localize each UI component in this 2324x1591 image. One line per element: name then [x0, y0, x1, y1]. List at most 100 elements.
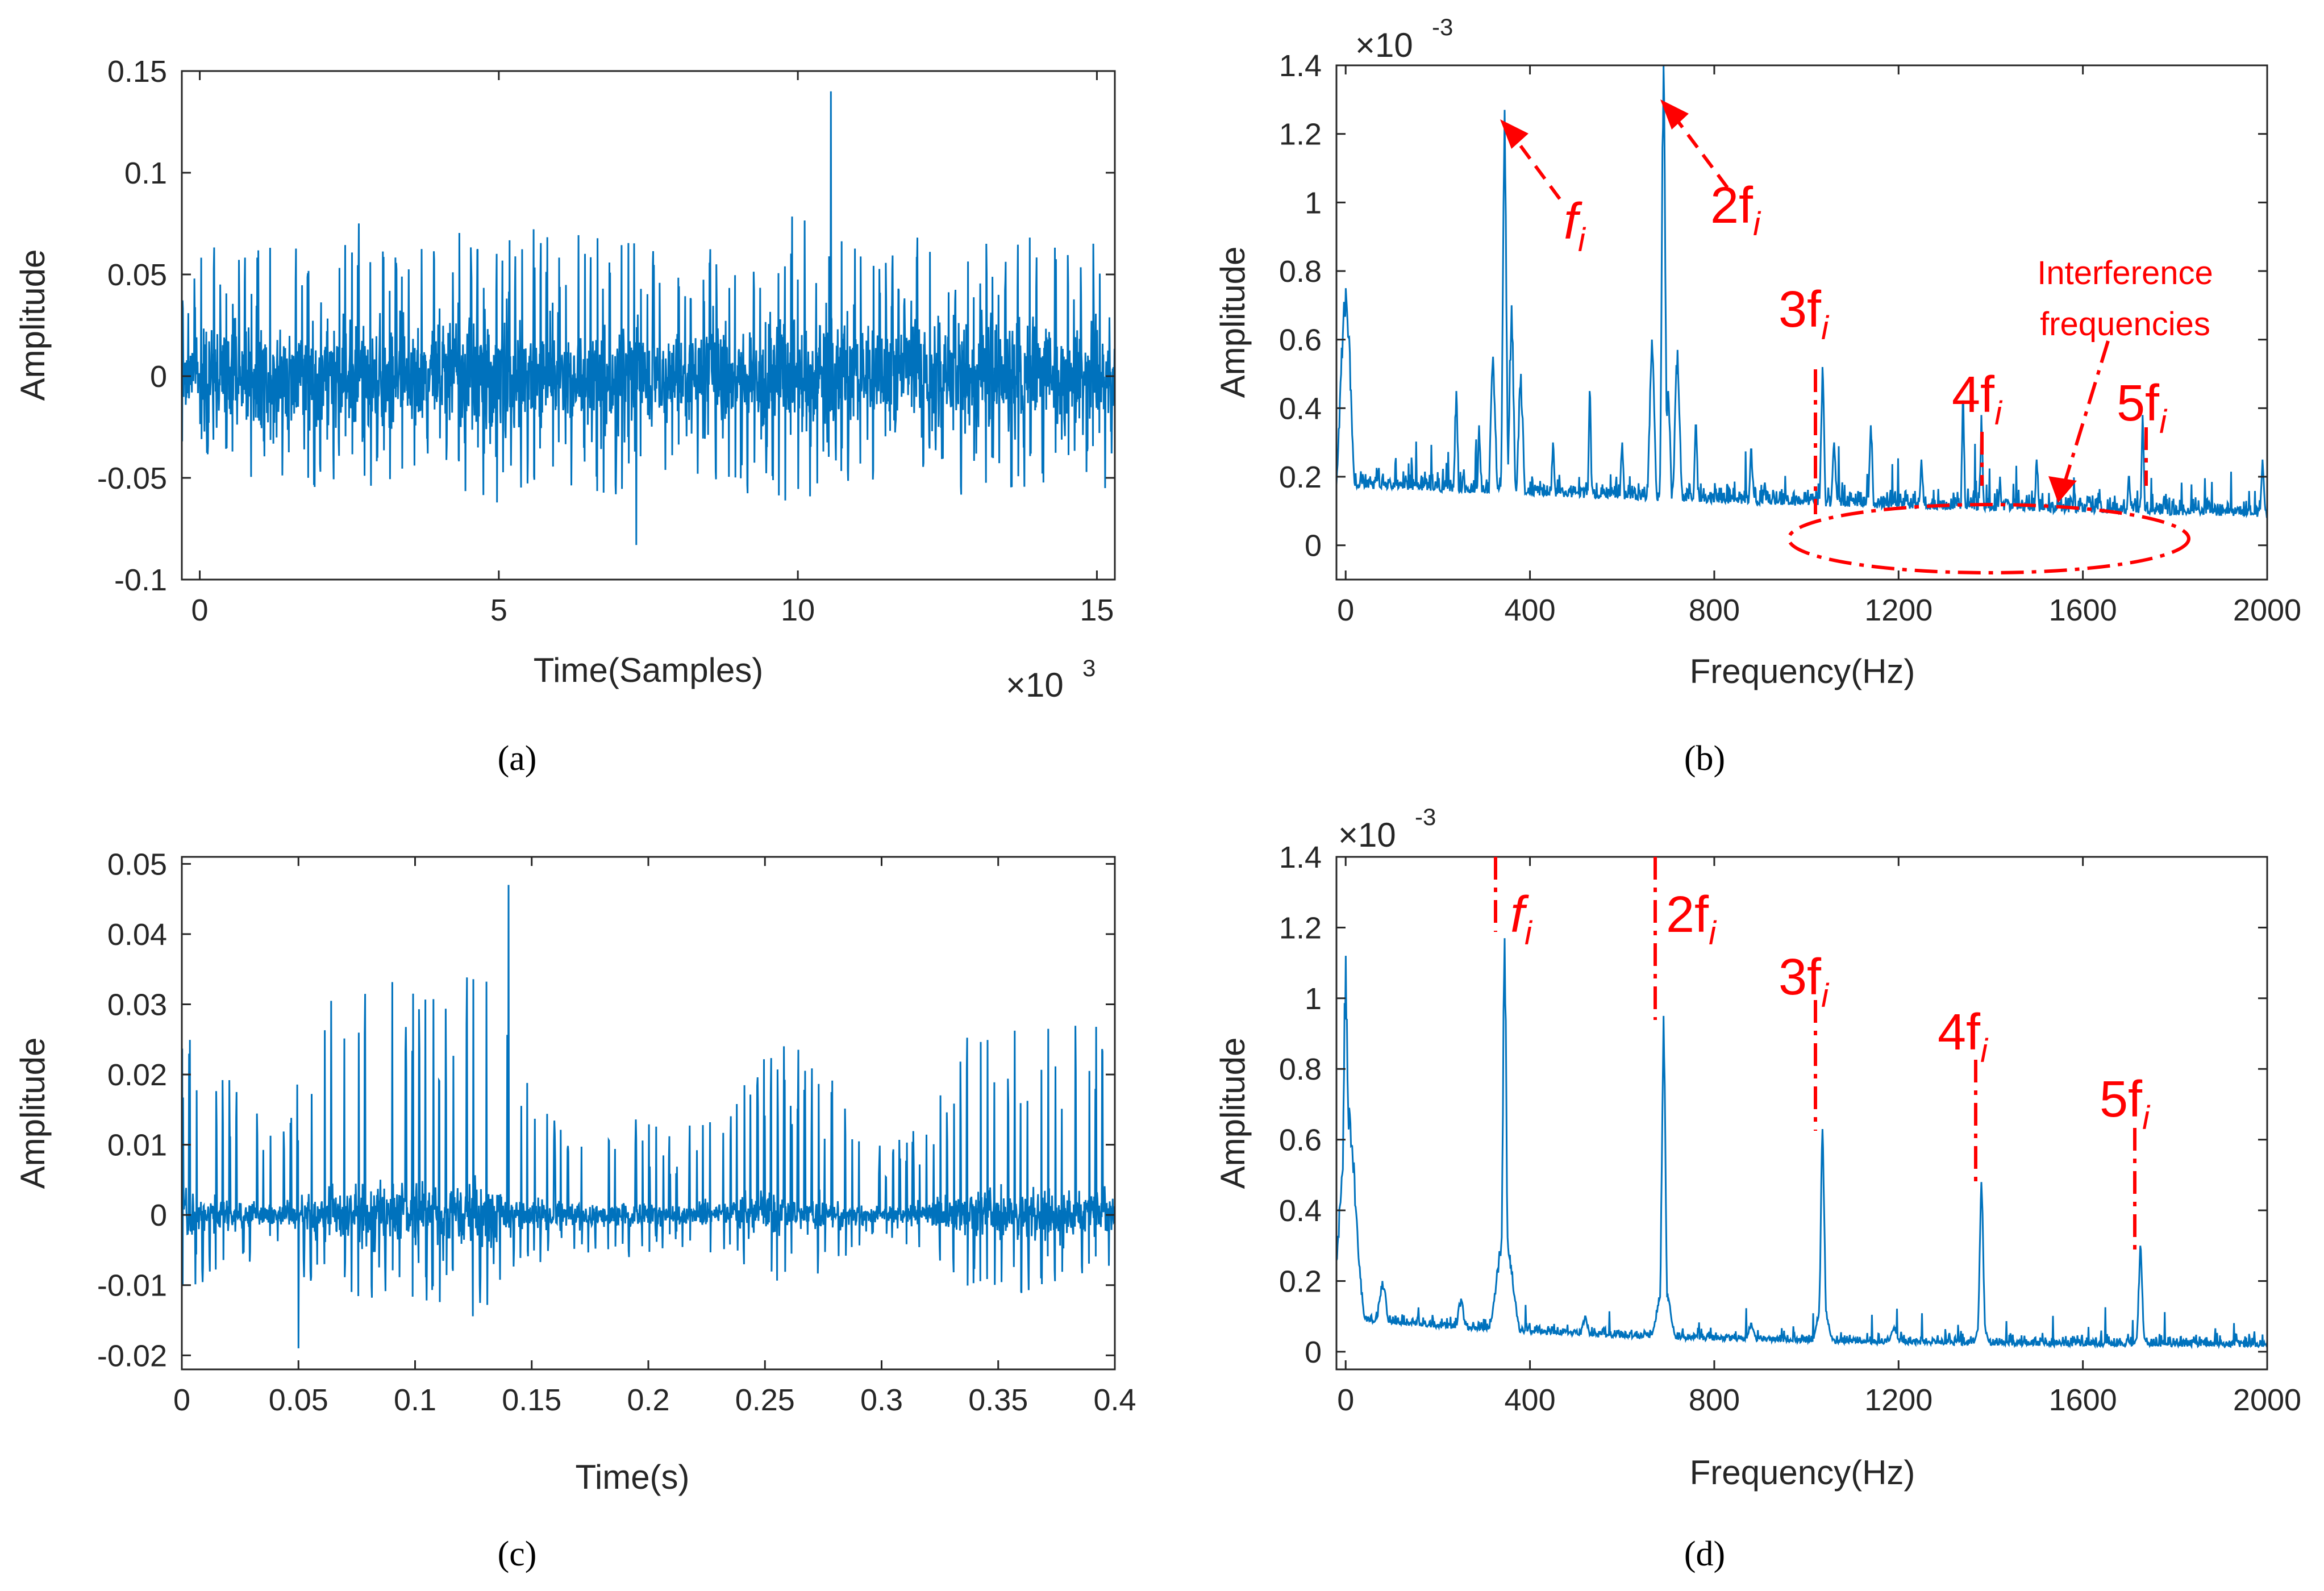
arrow-f-head — [1500, 119, 1528, 149]
caption-d: (d) — [1684, 1535, 1725, 1573]
x-tick-label: 0.05 — [269, 1383, 328, 1417]
x-tick-label: 2000 — [2233, 1383, 2301, 1417]
y-tick-label: 0.04 — [107, 918, 167, 952]
label-5f: 5fi — [2100, 1071, 2151, 1136]
y-axis-label: Amplitude — [1214, 247, 1252, 398]
ticks: 0 5 10 15 -0.1 -0.05 0 0.05 0.1 0.15 — [97, 55, 1115, 627]
y-tick-label: 0.8 — [1279, 1052, 1322, 1086]
label-4f: 4fi — [1952, 366, 2003, 432]
arrow-2f-shaft — [1671, 113, 1729, 189]
label-4f: 4fi — [1938, 1004, 1989, 1069]
y-axis-label: Amplitude — [1214, 1038, 1252, 1189]
y-axis-label: Amplitude — [14, 249, 52, 401]
x-tick-label: 10 — [781, 593, 815, 627]
harmonic-markers — [1494, 857, 2136, 1256]
ticks: 0 0.05 0.1 0.15 0.2 0.25 0.3 0.35 0.4 -0.02 -0.01 0… — [97, 847, 1136, 1417]
ticks: 0 400 800 1200 1600 2000 0 0.2 0.4 0.6 0.8 1 1.2 1.4 — [1279, 49, 2301, 627]
signal-line — [181, 885, 1116, 1348]
spectrum-line — [1335, 65, 2268, 519]
label-2f: 2fi — [1710, 177, 1761, 243]
label-interference-2: frequencies — [2040, 306, 2210, 343]
x-tick-label: 2000 — [2233, 593, 2301, 627]
y-tick-label: 0.2 — [1279, 460, 1322, 494]
y-tick-label: 0.6 — [1279, 323, 1322, 357]
svg-text:×10: ×10 — [1355, 26, 1413, 64]
y-axis-label: Amplitude — [14, 1038, 52, 1189]
x-tick-label: 0 — [1337, 1383, 1354, 1417]
caption-c: (c) — [498, 1535, 537, 1573]
x-tick-label: 800 — [1689, 593, 1740, 627]
y-tick-label: 0.15 — [107, 55, 167, 89]
arrow-interference-head — [2048, 476, 2077, 503]
y-tick-label: 1.2 — [1279, 911, 1322, 945]
y-tick-label: 0.4 — [1279, 391, 1322, 426]
x-tick-label: 1600 — [2049, 1383, 2117, 1417]
x-tick-label: 1200 — [1864, 1383, 1932, 1417]
arrow-f-shaft — [1510, 132, 1561, 200]
x-tick-label: 0 — [191, 593, 209, 627]
y-tick-label: -0.1 — [114, 563, 167, 597]
y-tick-label: 0 — [150, 360, 167, 394]
plot-area — [182, 857, 1115, 1369]
x-tick-label: 0.3 — [860, 1383, 903, 1417]
x-tick-label: 0 — [1337, 593, 1354, 627]
arrow-interference-shaft — [2064, 340, 2110, 481]
y-tick-label: 0 — [150, 1198, 167, 1232]
label-2f: 2fi — [1666, 886, 1717, 952]
label-5f: 5fi — [2117, 375, 2168, 440]
y-tick-label: 1.2 — [1279, 118, 1322, 152]
y-multiplier: ×10 -3 — [1338, 803, 1436, 854]
x-axis-label: Frequency(Hz) — [1690, 1453, 1915, 1492]
y-tick-label: 0 — [1305, 529, 1322, 563]
label-interference-1: Interference — [2037, 255, 2213, 291]
x-tick-label: 400 — [1505, 1383, 1556, 1417]
x-tick-label: 0.1 — [394, 1383, 436, 1417]
plot-area — [1336, 65, 2267, 580]
y-tick-label: -0.02 — [97, 1339, 167, 1373]
x-tick-label: 5 — [490, 593, 507, 627]
signal-line — [181, 91, 1116, 545]
x-axis-label: Time(s) — [575, 1458, 689, 1496]
y-tick-label: 1.4 — [1279, 49, 1322, 83]
x-tick-label: 1200 — [1864, 593, 1932, 627]
x-tick-label: 400 — [1505, 593, 1556, 627]
harmonic-labels: fi 2fi 3fi 4fi 5fi Interference frequenc… — [1564, 177, 2213, 440]
label-3f: 3fi — [1779, 949, 1830, 1014]
panel-b: 0 400 800 1200 1600 200000.20.40.60.811.21.4 … — [1214, 14, 2301, 778]
x-tick-label: 0.2 — [627, 1383, 669, 1417]
y-tick-label: 0.03 — [107, 988, 167, 1022]
axes-box — [1335, 64, 2268, 581]
axes-box — [1335, 856, 2268, 1371]
y-tick-label: -0.05 — [97, 461, 167, 495]
svg-text:×10: ×10 — [1338, 816, 1396, 854]
x-tick-label: 0 — [173, 1383, 190, 1417]
y-tick-label: 0.05 — [107, 847, 167, 881]
y-tick-label: 0.02 — [107, 1058, 167, 1092]
y-tick-label: 0.6 — [1279, 1123, 1322, 1157]
y-multiplier: ×10 -3 — [1355, 14, 1453, 64]
interference-ellipse — [1787, 503, 2190, 574]
y-tick-label: 0.05 — [107, 258, 167, 292]
x-tick-label: 0.15 — [502, 1383, 561, 1417]
y-tick-label: 0.4 — [1279, 1194, 1322, 1228]
x-axis-label: Time(Samples) — [534, 651, 764, 689]
y-tick-label: 0.01 — [107, 1128, 167, 1163]
y-tick-label: -0.01 — [97, 1269, 167, 1303]
label-f: fi — [1564, 193, 1586, 259]
spectrum-line — [1335, 938, 2268, 1350]
svg-text:3: 3 — [1082, 655, 1096, 681]
label-3f: 3fi — [1779, 281, 1830, 347]
x-multiplier: ×10 3 — [1006, 655, 1096, 704]
y-tick-label: 1 — [1305, 186, 1322, 220]
axes-box — [181, 70, 1116, 581]
svg-text:×10: ×10 — [1006, 666, 1064, 704]
y-tick-label: 0 — [1305, 1335, 1322, 1369]
panel-d: 0 400 800 1200 1600 200000.20.40.60.811.21.4 … — [1214, 803, 2301, 1573]
x-tick-label: 15 — [1080, 593, 1114, 627]
x-axis-label: Frequency(Hz) — [1690, 652, 1915, 690]
panel-a: 0 5 10 15 -0.1 -0.05 0 0.05 0.1 0.15 Time(Samples… — [14, 55, 1116, 778]
caption-b: (b) — [1684, 739, 1725, 778]
harmonic-annotations — [1500, 99, 2190, 574]
y-tick-label: 0.8 — [1279, 255, 1322, 289]
